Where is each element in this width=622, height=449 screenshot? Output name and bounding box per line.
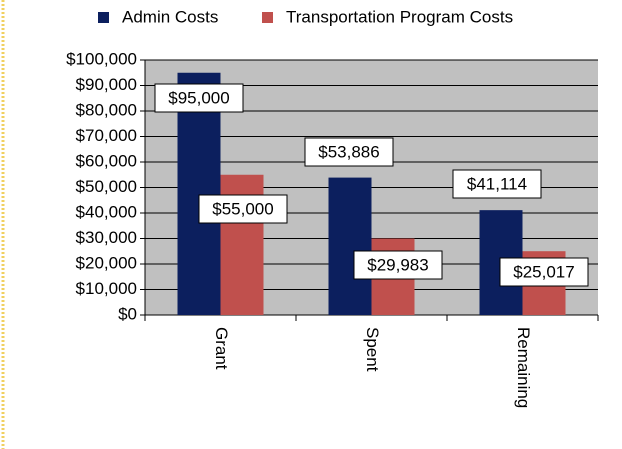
value-label-box bbox=[353, 250, 443, 280]
x-tick-label: Grant bbox=[212, 327, 231, 370]
y-tick-label: $90,000 bbox=[76, 75, 137, 94]
y-tick-label: $20,000 bbox=[76, 253, 137, 272]
value-label-box bbox=[198, 194, 288, 224]
y-tick-label: $10,000 bbox=[76, 279, 137, 298]
x-tick-label: Remaining bbox=[514, 327, 533, 408]
bar bbox=[328, 177, 372, 315]
value-label-box bbox=[304, 137, 394, 167]
y-tick-label: $60,000 bbox=[76, 151, 137, 170]
legend-label: Transportation Program Costs bbox=[286, 7, 513, 26]
legend-marker bbox=[262, 12, 273, 23]
value-label-box bbox=[154, 83, 244, 113]
value-label-box bbox=[499, 257, 589, 287]
value-label: $41,114 bbox=[467, 174, 527, 193]
y-tick-label: $100,000 bbox=[66, 49, 137, 68]
bar bbox=[177, 72, 221, 315]
y-tick-label: $40,000 bbox=[76, 202, 137, 221]
y-tick-label: $0 bbox=[118, 304, 137, 323]
legend-marker bbox=[98, 12, 109, 23]
value-label: $53,886 bbox=[318, 142, 379, 161]
legend-label: Admin Costs bbox=[122, 7, 218, 26]
value-label: $25,017 bbox=[513, 262, 574, 281]
y-tick-label: $70,000 bbox=[76, 126, 137, 145]
x-tick-label: Spent bbox=[363, 327, 382, 372]
value-label-box bbox=[452, 169, 542, 199]
y-tick-label: $30,000 bbox=[76, 228, 137, 247]
value-label: $95,000 bbox=[168, 88, 229, 107]
value-label: $29,983 bbox=[367, 255, 428, 274]
y-tick-label: $50,000 bbox=[76, 177, 137, 196]
value-label: $55,000 bbox=[212, 199, 273, 218]
y-tick-label: $80,000 bbox=[76, 100, 137, 119]
